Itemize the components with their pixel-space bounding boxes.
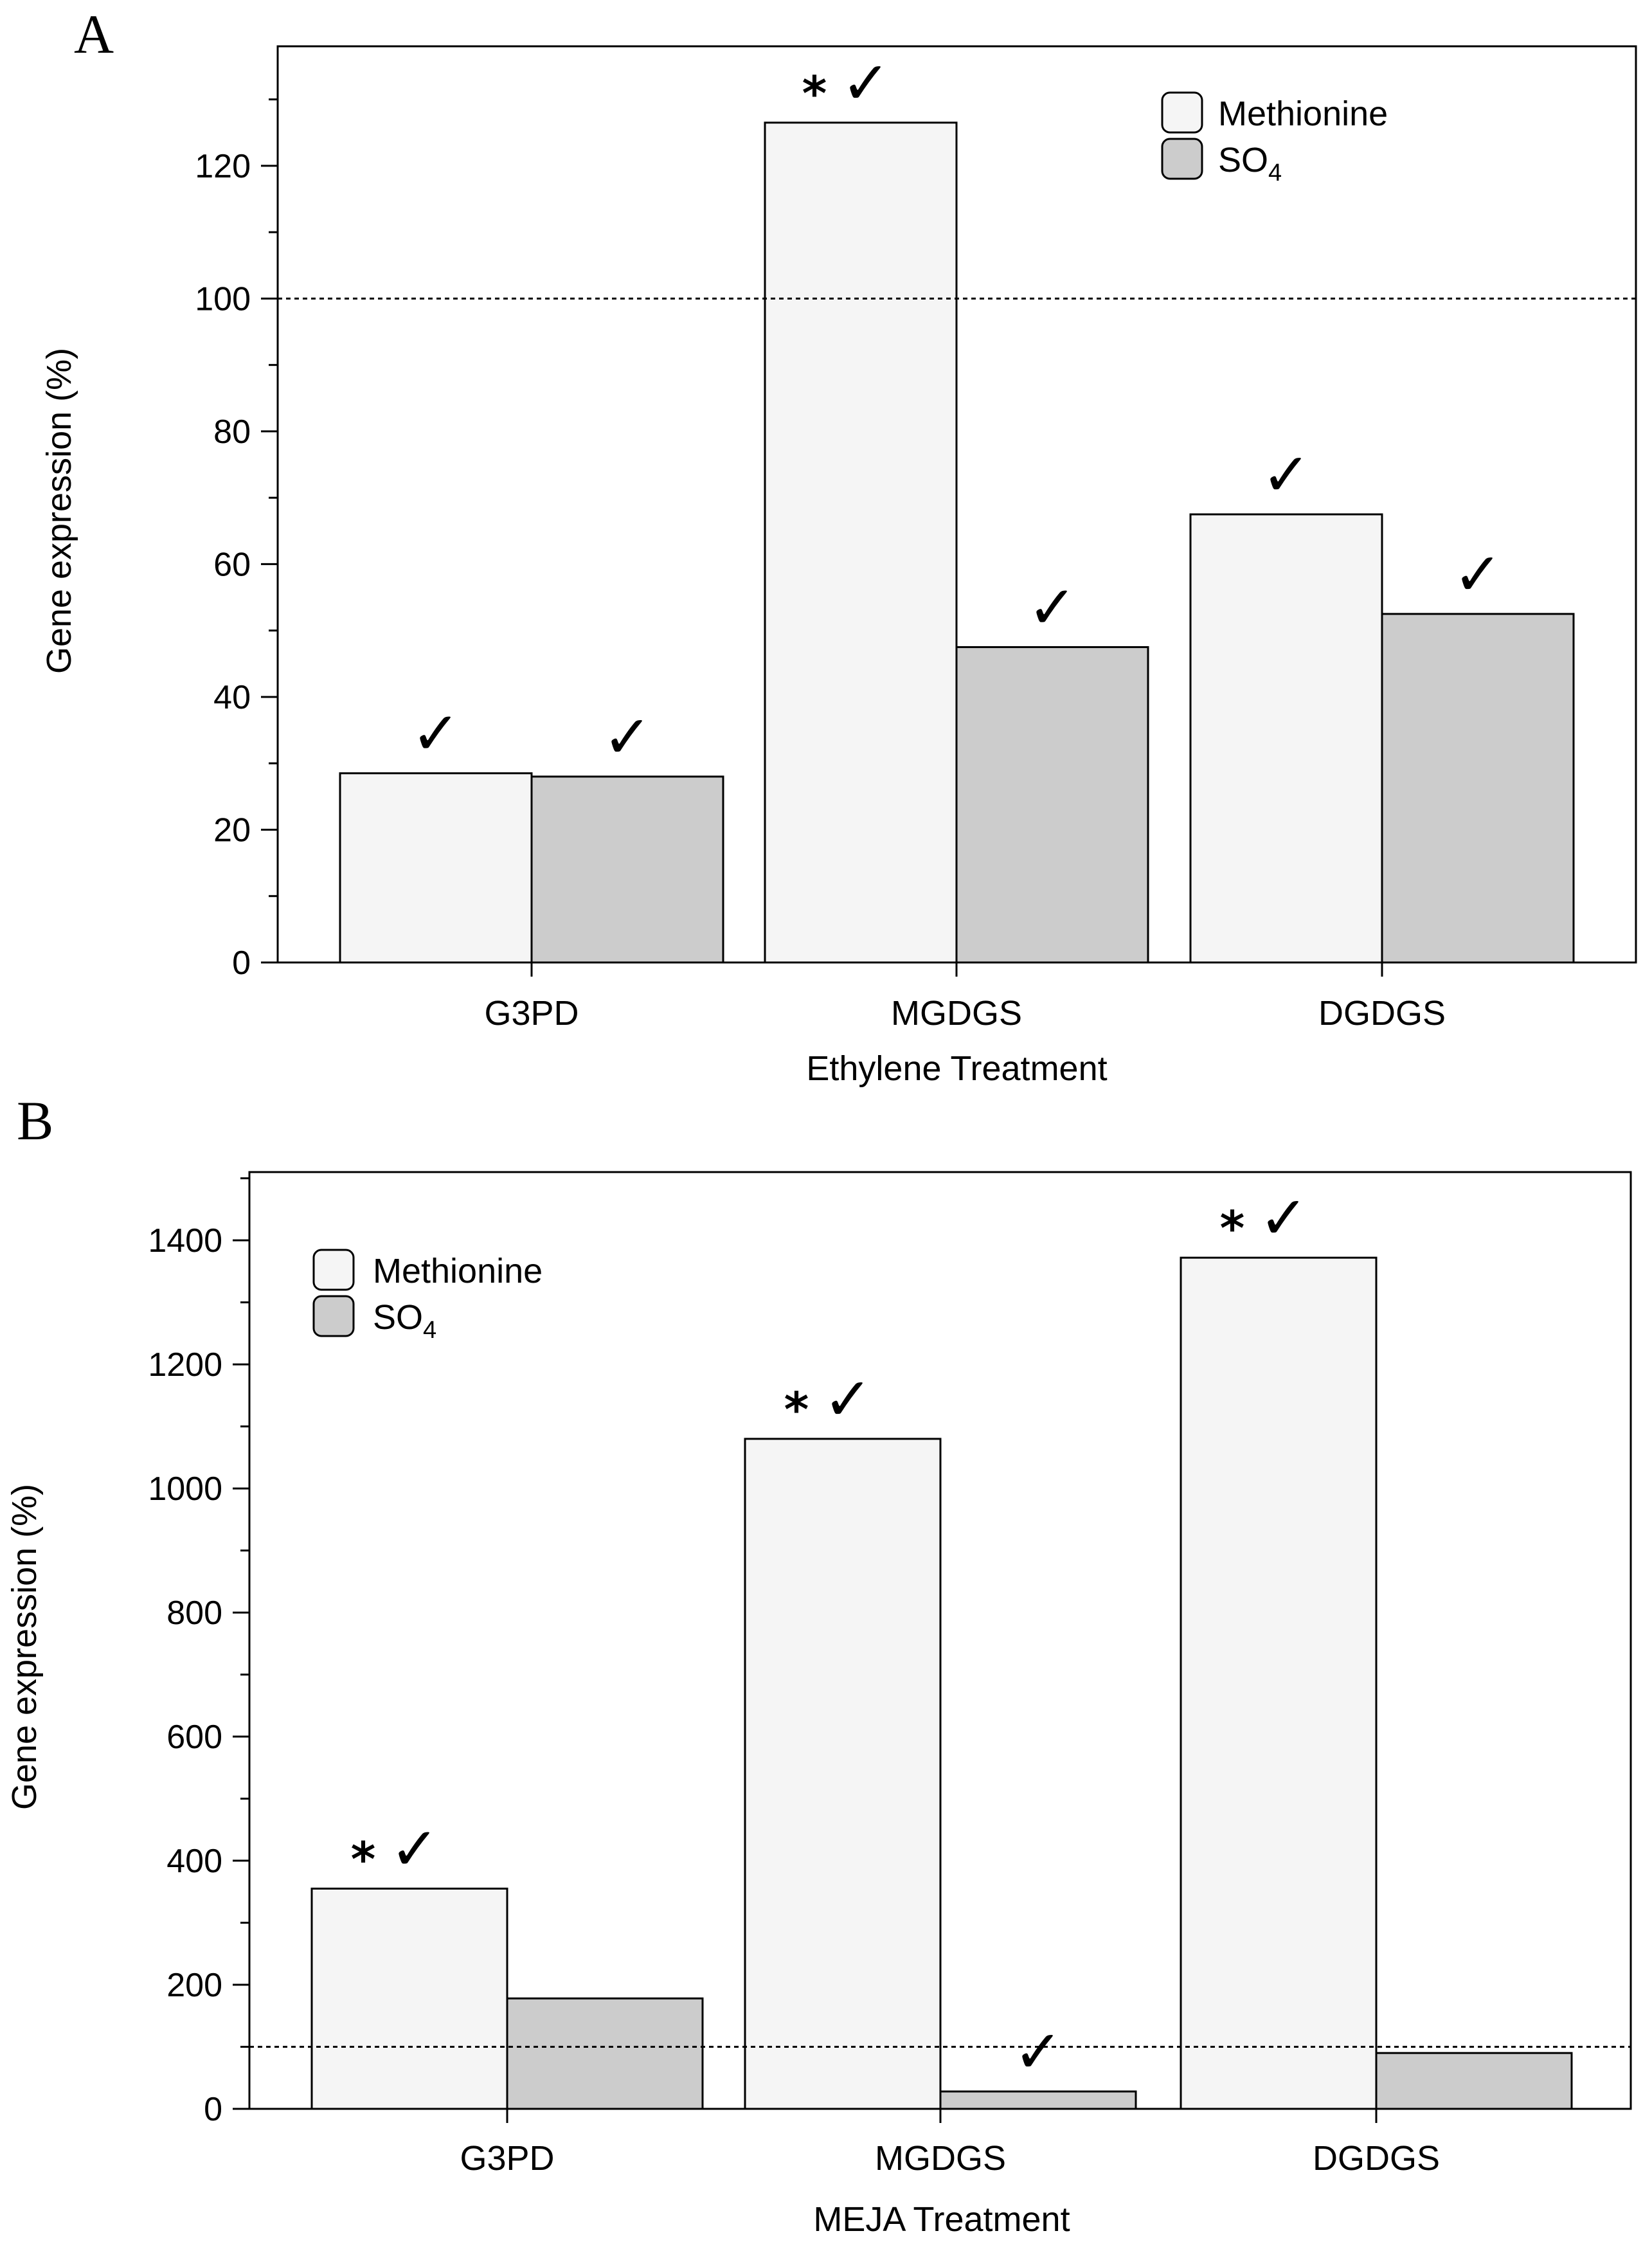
y-tick-label: 0	[204, 2091, 222, 2128]
x-category-label: MGDGS	[891, 994, 1022, 1033]
check-mark: ✓	[1027, 574, 1077, 642]
bar-so4-mgdgs	[955, 646, 1149, 964]
bar-methionine-mgdgs	[764, 122, 958, 964]
bar-so4-dgdgs	[1381, 613, 1575, 964]
x-category-label: G3PD	[484, 994, 579, 1033]
bar-so4-dgdgs	[1375, 2052, 1573, 2110]
x-category-label: G3PD	[460, 2139, 554, 2178]
check-mark: ✓	[1259, 1184, 1308, 1252]
y-tick-label: 400	[166, 1843, 222, 1880]
x-axis-title: Ethylene Treatment	[806, 1049, 1107, 1088]
legend-swatch-so4	[312, 1295, 355, 1337]
bar-methionine-mgdgs	[744, 1438, 942, 2110]
y-tick-label: 100	[195, 280, 251, 318]
legend-label-so4: SO4	[373, 1298, 436, 1344]
y-tick-label: 40	[213, 679, 251, 716]
x-category-label: DGDGS	[1313, 2139, 1440, 2178]
legend-swatch-so4	[1161, 138, 1203, 180]
legend: Methionine SO4	[312, 1249, 543, 1344]
y-tick-label: 120	[195, 148, 251, 185]
bar-so4-g3pd	[530, 775, 724, 964]
significance-star: *	[802, 66, 827, 122]
legend-swatch-methionine	[312, 1249, 355, 1291]
legend-swatch-methionine	[1161, 91, 1203, 134]
check-mark: ✓	[1453, 540, 1502, 609]
x-category-label: DGDGS	[1318, 994, 1446, 1033]
check-mark: ✓	[823, 1365, 872, 1434]
y-axis-title: Gene expression (%)	[40, 348, 78, 674]
y-tick-label: 0	[232, 944, 251, 982]
bar-methionine-dgdgs	[1180, 1256, 1378, 2110]
panel-letter: A	[74, 3, 114, 65]
x-category-label: MGDGS	[875, 2139, 1006, 2178]
y-axis-title: Gene expression (%)	[5, 1484, 44, 1810]
check-mark: ✓	[1261, 440, 1311, 509]
legend-label-methionine: Methionine	[373, 1252, 543, 1290]
bar-so4-mgdgs	[939, 2090, 1137, 2110]
check-mark: ✓	[411, 700, 460, 768]
y-tick-label: 80	[213, 413, 251, 451]
check-mark: ✓	[602, 703, 652, 772]
significance-star: *	[784, 1382, 809, 1438]
legend-label-so4: SO4	[1218, 141, 1282, 186]
check-mark: ✓	[390, 1814, 439, 1883]
y-tick-label: 1000	[148, 1470, 222, 1508]
y-tick-label: 60	[213, 546, 251, 583]
significance-star: *	[351, 1832, 376, 1887]
legend-label-methionine: Methionine	[1218, 95, 1388, 133]
check-mark: ✓	[1013, 2018, 1063, 2086]
y-tick-label: 200	[166, 1967, 222, 2004]
y-tick-label: 1400	[148, 1222, 222, 1260]
bar-methionine-g3pd	[310, 1887, 508, 2110]
y-tick-label: 800	[166, 1594, 222, 1632]
y-tick-label: 600	[166, 1719, 222, 1756]
bar-methionine-g3pd	[339, 772, 533, 964]
panel-letter: B	[17, 1090, 53, 1152]
bar-methionine-dgdgs	[1189, 513, 1383, 964]
significance-star: *	[1220, 1201, 1245, 1256]
bar-so4-g3pd	[506, 1997, 704, 2110]
check-mark: ✓	[841, 49, 890, 118]
x-axis-title: MEJA Treatment	[813, 2200, 1070, 2239]
y-tick-label: 20	[213, 811, 251, 849]
y-tick-label: 1200	[148, 1346, 222, 1384]
legend: Methionine SO4	[1161, 91, 1388, 186]
